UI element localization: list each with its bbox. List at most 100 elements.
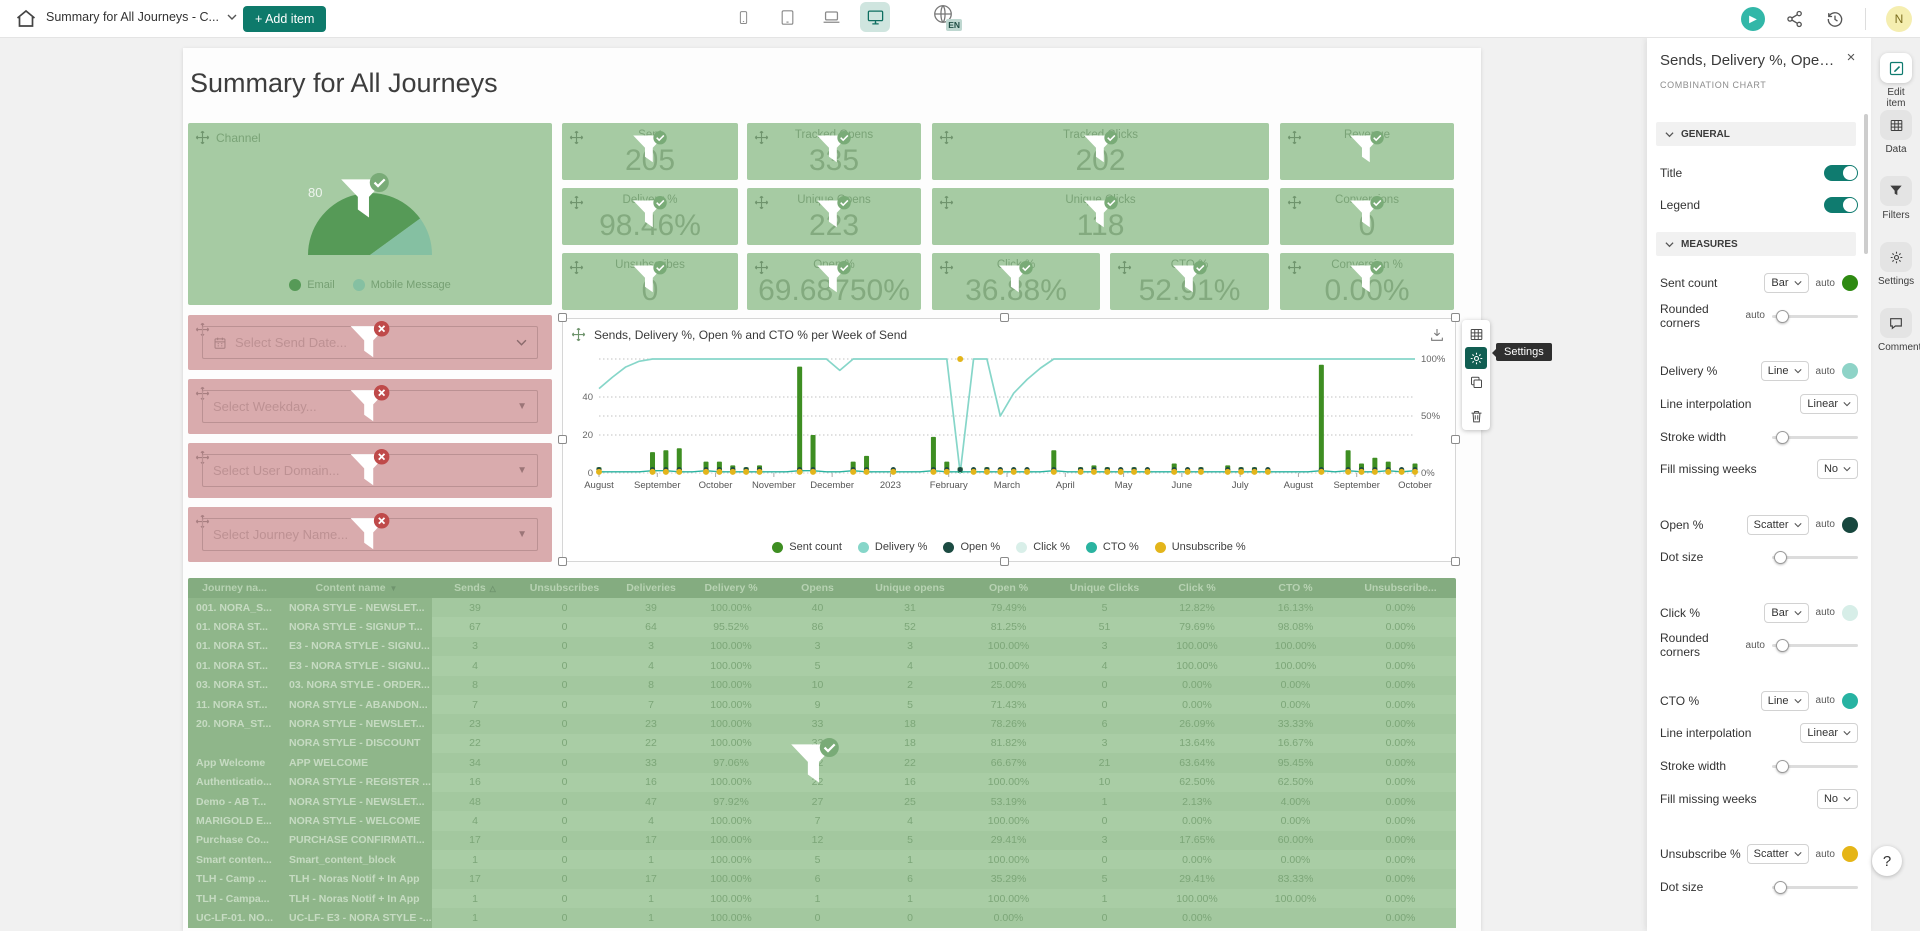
table-row[interactable]: NORA STYLE - DISCOUNT 22 0 22 100.00% 33 18 81.… xyxy=(188,733,1456,754)
home-icon[interactable] xyxy=(14,7,38,31)
column-header-opens[interactable]: Opens xyxy=(771,578,864,598)
settings-icon[interactable] xyxy=(1465,347,1487,369)
chart-type-dropdown[interactable]: Scatter xyxy=(1746,844,1809,865)
dot-size-slider[interactable] xyxy=(1772,550,1858,565)
table-row[interactable]: 03. NORA ST... 03. NORA STYLE - ORDER... 8… xyxy=(188,675,1456,695)
kpi-card-click[interactable]: Click % 36.88% xyxy=(932,253,1100,310)
filter-funnel-icon[interactable] xyxy=(1171,261,1209,299)
rail-item-settings[interactable]: Settings xyxy=(1878,242,1914,287)
language-selector[interactable]: EN xyxy=(932,3,962,31)
column-header-click[interactable]: Click % xyxy=(1148,578,1246,598)
table-row[interactable]: 11. NORA ST... NORA STYLE - ABANDON... 7 0 7… xyxy=(188,694,1456,715)
help-button[interactable]: ? xyxy=(1872,846,1902,876)
gauge-legend-item[interactable]: Mobile Message xyxy=(352,279,451,291)
chart-legend-item[interactable]: Sent count xyxy=(772,541,842,553)
column-header-delivery[interactable]: Delivery % xyxy=(691,578,771,598)
table-view-icon[interactable] xyxy=(1465,323,1487,345)
column-header-unsubscribes[interactable]: Unsubscribes xyxy=(518,578,611,598)
kpi-card-conversions[interactable]: Conversions 0 xyxy=(1280,188,1454,245)
add-item-button[interactable]: + Add item xyxy=(243,6,327,32)
close-icon[interactable]: × xyxy=(1846,49,1856,66)
selection-handle[interactable] xyxy=(1000,313,1009,322)
filter-funnel-icon[interactable] xyxy=(788,738,842,792)
gauge-legend-item[interactable]: Email xyxy=(289,279,335,291)
kpi-card-unsubscribes[interactable]: Unsubscribes 0 xyxy=(562,253,738,310)
filter-funnel-icon[interactable] xyxy=(338,173,392,227)
filter-funnel-icon[interactable] xyxy=(348,321,392,365)
move-icon[interactable] xyxy=(939,130,954,145)
column-header-open[interactable]: Open % xyxy=(956,578,1061,598)
selection-handle[interactable] xyxy=(558,435,567,444)
stroke-width-slider[interactable] xyxy=(1772,759,1858,774)
chart-type-dropdown[interactable]: Line xyxy=(1760,690,1809,711)
move-icon[interactable] xyxy=(1117,260,1132,275)
column-header-journey-na[interactable]: Journey na... xyxy=(188,578,281,598)
chart-type-dropdown[interactable]: Bar xyxy=(1764,602,1809,623)
table-row[interactable]: Purchase Co... PURCHASE CONFIRMATI... 17 0 1… xyxy=(188,830,1456,851)
rail-item-edit-item[interactable]: Edit item xyxy=(1878,53,1914,109)
color-swatch[interactable] xyxy=(1842,516,1858,533)
chart-legend-item[interactable]: Click % xyxy=(1016,541,1070,553)
kpi-card-cto[interactable]: CTO % 52.91% xyxy=(1110,253,1269,310)
download-icon[interactable] xyxy=(1429,327,1445,343)
selection-handle[interactable] xyxy=(1000,557,1009,566)
chart-type-dropdown[interactable]: Line xyxy=(1760,361,1809,381)
selection-handle[interactable] xyxy=(1451,435,1460,444)
move-icon[interactable] xyxy=(569,195,584,210)
measures-section-header[interactable]: MEASURES xyxy=(1656,232,1856,256)
selection-handle[interactable] xyxy=(1451,557,1460,566)
option-dropdown[interactable]: No xyxy=(1816,459,1858,480)
filter-funnel-icon[interactable] xyxy=(1082,131,1120,169)
journey-table[interactable]: Journey na... Content name ▼ Sends △ Unsubscr… xyxy=(188,578,1456,931)
column-header-unique-opens[interactable]: Unique opens xyxy=(864,578,956,598)
kpi-card-delivery[interactable]: Delivery % 98.46% xyxy=(562,188,738,245)
play-button[interactable]: ▶ xyxy=(1741,7,1765,31)
filter-funnel-icon[interactable] xyxy=(631,196,669,234)
chart-type-dropdown[interactable]: Scatter xyxy=(1746,514,1809,535)
history-icon[interactable] xyxy=(1825,9,1845,29)
tablet-preview-icon[interactable] xyxy=(772,2,802,32)
move-icon[interactable] xyxy=(1287,260,1302,275)
panel-scrollbar[interactable] xyxy=(1864,114,1868,254)
table-row[interactable]: 001. NORA_S... NORA STYLE - NEWSLET... 39 0… xyxy=(188,598,1456,618)
delete-icon[interactable] xyxy=(1465,405,1487,427)
kpi-card-unique-opens[interactable]: Unique Opens 223 xyxy=(747,188,921,245)
column-header-unsubscribe[interactable]: Unsubscribe... xyxy=(1345,578,1456,598)
filter-funnel-icon[interactable] xyxy=(1082,196,1120,234)
option-dropdown[interactable]: Linear xyxy=(1800,723,1858,744)
move-icon[interactable] xyxy=(1287,195,1302,210)
filter-funnel-icon[interactable] xyxy=(348,513,392,557)
table-row[interactable]: 20. NORA_ST... NORA STYLE - NEWSLET... 23 0… xyxy=(188,714,1456,734)
move-icon[interactable] xyxy=(1287,130,1302,145)
kpi-card-open[interactable]: Open % 69.68750% xyxy=(747,253,921,310)
table-row[interactable]: Demo - AB T... NORA STYLE - NEWSLET... 48 0… xyxy=(188,791,1456,812)
color-swatch[interactable] xyxy=(1842,363,1858,379)
move-icon[interactable] xyxy=(939,195,954,210)
move-icon[interactable] xyxy=(754,130,769,145)
rail-item-data[interactable]: Data xyxy=(1878,110,1914,155)
option-dropdown[interactable]: Linear xyxy=(1800,393,1858,414)
column-header-cto[interactable]: CTO % xyxy=(1246,578,1345,598)
table-row[interactable]: Smart conten... Smart_content_block 1 0 1 100… xyxy=(188,850,1456,870)
filter-funnel-icon[interactable] xyxy=(1348,131,1386,169)
color-swatch[interactable] xyxy=(1842,275,1858,291)
chart-legend-item[interactable]: Delivery % xyxy=(857,541,927,553)
title-toggle[interactable] xyxy=(1824,165,1858,181)
rail-item-comments[interactable]: Comments xyxy=(1878,308,1920,353)
filter-funnel-icon[interactable] xyxy=(348,449,392,493)
filter-funnel-icon[interactable] xyxy=(631,131,669,169)
dot-size-slider[interactable] xyxy=(1772,880,1858,894)
kpi-card-revenue[interactable]: Revenue xyxy=(1280,123,1454,180)
selection-handle[interactable] xyxy=(558,557,567,566)
column-header-content-name[interactable]: Content name ▼ xyxy=(281,578,432,598)
filter-funnel-icon[interactable] xyxy=(815,196,853,234)
chart-legend-item[interactable]: Open % xyxy=(943,541,1000,553)
move-icon[interactable] xyxy=(569,130,584,145)
color-swatch[interactable] xyxy=(1842,604,1858,621)
avatar[interactable]: N xyxy=(1886,6,1912,32)
kpi-card-tracked-opens[interactable]: Tracked Opens 335 xyxy=(747,123,921,180)
table-row[interactable]: MARIGOLD E... NORA STYLE - WELCOME 4 0 4 100.… xyxy=(188,811,1456,831)
column-header-sends[interactable]: Sends △ xyxy=(432,578,518,598)
chart-legend-item[interactable]: Unsubscribe % xyxy=(1154,541,1246,553)
